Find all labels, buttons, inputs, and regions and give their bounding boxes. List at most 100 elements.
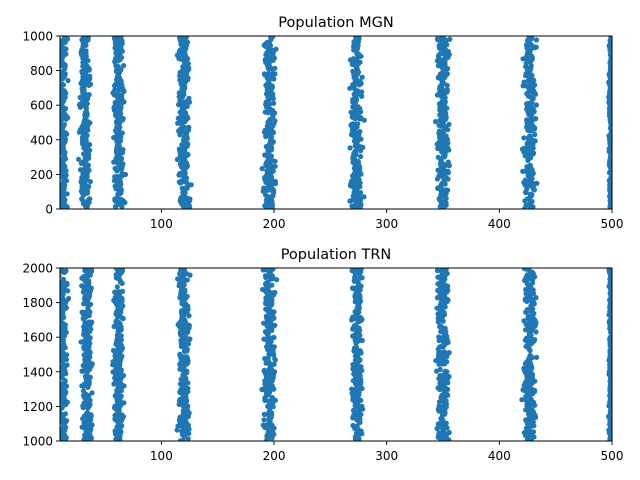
- trn-spike-point: [356, 285, 362, 291]
- mgn-spike-point: [529, 36, 535, 40]
- mgn-spike-point: [61, 71, 67, 78]
- mgn-spike-point: [81, 69, 87, 75]
- mgn-spike-point: [530, 183, 536, 190]
- trn-spike-point: [183, 429, 189, 435]
- trn-spike-point: [114, 284, 120, 290]
- mgn-spike-point: [533, 102, 540, 108]
- mgn-spike-point: [176, 120, 182, 126]
- mgn-spike-point: [525, 172, 531, 179]
- mgn-spike-point: [358, 148, 364, 154]
- trn-spike-point: [440, 311, 446, 317]
- trn-spike-point: [117, 433, 123, 439]
- trn-spike-point: [530, 429, 537, 435]
- mgn-spike-point: [607, 159, 612, 165]
- trn-spike-point: [60, 298, 64, 304]
- mgn-spike-point: [77, 101, 84, 107]
- trn-spike-point: [117, 367, 123, 373]
- trn-spike-point: [268, 343, 274, 349]
- mgn-spike-point: [61, 179, 67, 185]
- mgn-spike-point: [530, 142, 536, 149]
- mgn-spike-point: [441, 153, 447, 160]
- trn-spike-point: [355, 330, 361, 336]
- mgn-spike-point: [261, 42, 267, 48]
- trn-spike-point: [116, 268, 123, 274]
- trn-spike-point: [80, 416, 86, 422]
- trn-spike-point: [437, 289, 443, 295]
- mgn-spike-point: [84, 173, 90, 180]
- mgn-spike-point: [87, 76, 93, 82]
- trn-spike-point: [60, 273, 62, 279]
- mgn-spike-point: [357, 106, 363, 112]
- mgn-spike-point: [442, 90, 448, 96]
- trn-spike-point: [608, 425, 612, 431]
- trn-spike-point: [352, 337, 358, 343]
- mgn-spike-point: [267, 64, 273, 70]
- mgn-spike-point: [62, 175, 68, 181]
- trn-spike-point: [183, 305, 189, 311]
- mgn-spike-point: [61, 164, 67, 170]
- mgn-spike-point: [434, 176, 440, 182]
- trn-spike-point: [351, 398, 357, 404]
- mgn-spike-point: [352, 78, 358, 84]
- mgn-spike-point: [353, 190, 359, 196]
- trn-spike-point: [183, 390, 189, 396]
- mgn-spike-point: [443, 70, 449, 77]
- trn-spike-point: [119, 288, 126, 294]
- trn-spike-point: [268, 272, 274, 278]
- trn-spike-point: [110, 362, 116, 368]
- trn-spike-point: [119, 298, 125, 304]
- trn-spike-point: [444, 369, 450, 375]
- mgn-spike-point: [83, 138, 89, 144]
- trn-spike-point: [117, 321, 123, 327]
- trn-spike-point: [270, 430, 276, 436]
- mgn-spike-point: [436, 62, 442, 69]
- mgn-spike-point: [437, 197, 443, 203]
- mgn-spike-point: [117, 107, 123, 113]
- mgn-spike-point: [272, 65, 278, 71]
- trn-spike-point: [89, 390, 95, 396]
- trn-spike-point: [352, 271, 358, 277]
- mgn-spike-point: [351, 127, 358, 133]
- mgn-spike-point: [608, 204, 612, 209]
- mgn-spike-point: [524, 182, 531, 188]
- mgn-spike-point: [437, 86, 443, 92]
- mgn-spike-point: [441, 123, 447, 129]
- mgn-spike-point: [353, 94, 359, 100]
- mgn-spike-point: [350, 56, 356, 62]
- mgn-spike-point: [442, 174, 448, 180]
- mgn-spike-point: [522, 153, 528, 159]
- trn-spike-point: [354, 324, 360, 330]
- trn-spike-point: [181, 364, 187, 370]
- mgn-spike-point: [268, 52, 274, 58]
- mgn-spike-point: [446, 121, 452, 127]
- mgn-spike-point: [61, 48, 67, 54]
- mgn-x-tick-label: 200: [263, 217, 286, 231]
- mgn-spike-point: [524, 124, 530, 130]
- trn-y-tick-label: 2000: [22, 262, 53, 276]
- trn-spike-point: [440, 284, 446, 290]
- trn-spike-point: [528, 313, 535, 319]
- trn-spike-point: [54, 418, 59, 423]
- trn-spike-point: [54, 284, 59, 289]
- mgn-spike-point: [353, 183, 359, 189]
- trn-spike-point: [184, 277, 190, 283]
- mgn-spike-point: [356, 198, 362, 204]
- mgn-spike-point: [525, 65, 531, 71]
- mgn-spike-point: [60, 122, 62, 128]
- trn-spike-point: [177, 396, 183, 402]
- trn-spike-point: [356, 435, 362, 441]
- trn-spike-point: [435, 315, 441, 321]
- trn-spike-point: [438, 277, 444, 283]
- mgn-spike-point: [608, 74, 612, 80]
- mgn-spike-point: [114, 51, 120, 57]
- mgn-spike-point: [608, 196, 612, 202]
- mgn-spike-point: [77, 167, 84, 173]
- trn-spike-point: [86, 302, 92, 308]
- mgn-spike-point: [120, 198, 126, 204]
- mgn-spike-point: [115, 91, 121, 97]
- trn-spike-point: [527, 371, 533, 377]
- trn-spike-point: [266, 386, 272, 392]
- mgn-spike-point: [86, 152, 92, 158]
- mgn-spike-point: [443, 143, 449, 150]
